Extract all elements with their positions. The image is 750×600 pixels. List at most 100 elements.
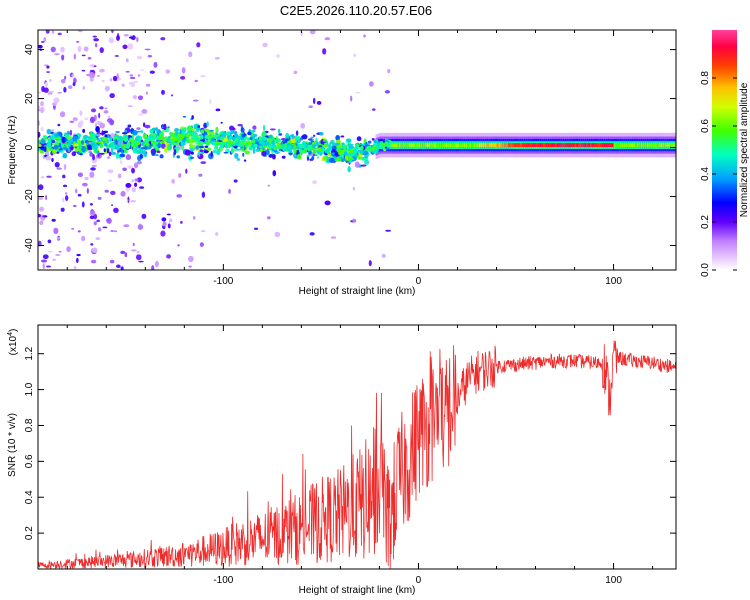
heatmap-blob (60, 78, 66, 84)
heatmap-blob-bright (205, 141, 210, 146)
heatmap-blob (117, 173, 122, 179)
heatmap-cell (389, 143, 392, 148)
heatmap-cell (648, 143, 652, 148)
heatmap-blob (230, 147, 234, 154)
heatmap-blob (144, 48, 151, 51)
heatmap-blob (50, 134, 56, 140)
heatmap-blob (215, 232, 219, 236)
heatmap-blob (359, 143, 365, 146)
heatmap-blob (198, 150, 201, 157)
heatmap-cell (424, 143, 427, 148)
heatmap-blob (161, 89, 165, 95)
heatmap-blob-bright (372, 145, 377, 150)
heatmap-blob (107, 156, 111, 159)
heatmap-blob (354, 161, 360, 168)
heatmap-blob (261, 150, 267, 157)
heatmap-cell (457, 143, 460, 148)
heatmap-cell (418, 143, 421, 148)
heatmap-cell (592, 143, 595, 148)
heatmap-blob (244, 150, 250, 155)
heatmap-blob-bright (191, 138, 196, 143)
heatmap-blob-bright (123, 137, 128, 142)
heatmap-blob-bright (340, 149, 345, 154)
heatmap-cell (406, 143, 410, 148)
heatmap-blob-bright (169, 131, 174, 136)
heatmap-blob-bright (214, 145, 219, 150)
spectrogram-y-axis: -40 -20 0 20 40 (24, 44, 676, 253)
heatmap-blob (96, 219, 100, 223)
heatmap-blob (311, 156, 315, 161)
heatmap-cell (391, 143, 394, 148)
heatmap-cell (395, 143, 398, 148)
heatmap-blob (69, 146, 74, 150)
heatmap-blob (263, 140, 268, 143)
heatmap-blob-bright (145, 142, 150, 147)
heatmap-blob (165, 69, 171, 74)
heatmap-blob (86, 188, 89, 194)
heatmap-blob (300, 122, 306, 129)
heatmap-blob (77, 45, 82, 53)
heatmap-blob (41, 259, 47, 263)
heatmap-blob-bright (263, 142, 268, 147)
heatmap-cell (459, 143, 462, 148)
snr-x-axis: -100 0 100 (66, 325, 654, 586)
heatmap-blob (62, 184, 68, 188)
heatmap-cell (636, 143, 640, 148)
heatmap-blob (192, 215, 196, 220)
heatmap-blob (180, 75, 186, 80)
heatmap-blob (125, 70, 130, 73)
heatmap-blob (77, 230, 81, 233)
heatmap-blob (180, 220, 183, 224)
heatmap-blob (38, 105, 41, 111)
heatmap-blob (161, 217, 167, 222)
heatmap-blob (196, 42, 201, 48)
heatmap-blob (229, 125, 235, 131)
heatmap-blob (132, 130, 138, 136)
heatmap-blob (199, 135, 204, 140)
heatmap-blob (269, 128, 276, 131)
heatmap-cell (422, 143, 425, 148)
heatmap-blob (357, 156, 361, 160)
spectrogram-y-tick-label: -20 (24, 189, 35, 204)
heatmap-blob (72, 117, 78, 122)
heatmap-cell (627, 143, 630, 148)
heatmap-cell (420, 143, 423, 148)
colorbar-ticks: 0.0 0.2 0.4 0.6 0.8 (700, 71, 737, 277)
heatmap-blob (42, 254, 49, 260)
heatmap-cell (623, 143, 626, 148)
heatmap-blob (164, 146, 168, 153)
heatmap-blob (161, 130, 165, 132)
heatmap-blob (371, 108, 376, 111)
heatmap-blob-bright (302, 149, 307, 154)
heatmap-cell (568, 143, 572, 148)
heatmap-cell (436, 143, 439, 148)
heatmap-cell (478, 143, 482, 148)
heatmap-blob (177, 139, 180, 143)
snr-x-tick-label: 100 (605, 575, 622, 586)
heatmap-cell (434, 143, 437, 148)
heatmap-blob (113, 207, 119, 214)
heatmap-blob-bright (196, 137, 201, 142)
heatmap-blob (340, 135, 345, 138)
heatmap-blob (364, 159, 370, 165)
heatmap-blob (153, 61, 158, 68)
heatmap-blob (159, 154, 164, 159)
heatmap-blob (267, 184, 270, 187)
heatmap-blob-bright (215, 141, 220, 146)
heatmap-blob (166, 144, 171, 151)
heatmap-cell (402, 143, 406, 148)
heatmap-blob (381, 253, 386, 258)
heatmap-blob (76, 40, 80, 43)
heatmap-blob (115, 130, 120, 133)
heatmap-blob-bright (247, 141, 252, 146)
heatmap-cell (547, 143, 550, 148)
heatmap-blob (62, 152, 68, 159)
heatmap-blob (65, 143, 69, 147)
heatmap-blob (162, 221, 167, 227)
heatmap-blob (40, 138, 46, 145)
heatmap-blob (261, 130, 267, 137)
heatmap-blob (40, 146, 47, 151)
heatmap-blob (103, 130, 108, 133)
heatmap-blob (285, 132, 290, 140)
heatmap-blob (295, 138, 300, 141)
